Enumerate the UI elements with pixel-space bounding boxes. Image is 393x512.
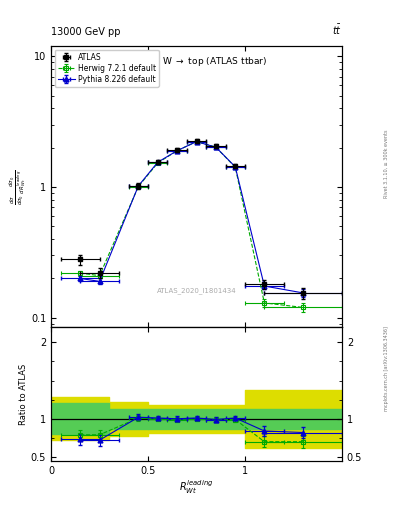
Text: 13000 GeV pp: 13000 GeV pp (51, 27, 121, 37)
Text: mcplots.cern.ch [arXiv:1306.3436]: mcplots.cern.ch [arXiv:1306.3436] (384, 326, 389, 411)
Text: Rivet 3.1.10, ≥ 300k events: Rivet 3.1.10, ≥ 300k events (384, 130, 389, 198)
Text: ATLAS_2020_I1801434: ATLAS_2020_I1801434 (157, 287, 236, 294)
X-axis label: $R_{Wt}^{leading}$: $R_{Wt}^{leading}$ (179, 478, 214, 496)
Legend: ATLAS, Herwig 7.2.1 default, Pythia 8.226 default: ATLAS, Herwig 7.2.1 default, Pythia 8.22… (55, 50, 159, 87)
Text: $t\bar{t}$: $t\bar{t}$ (332, 23, 342, 37)
Y-axis label: Ratio to ATLAS: Ratio to ATLAS (19, 364, 28, 424)
Y-axis label: $\frac{d\sigma}{d\sigma_0}\,\frac{d\sigma_0}{d\,R_{Wt}^{leading}}$: $\frac{d\sigma}{d\sigma_0}\,\frac{d\sigm… (7, 168, 28, 204)
Text: $p_T$ ratio W $\rightarrow$ top (ATLAS ttbar): $p_T$ ratio W $\rightarrow$ top (ATLAS t… (126, 54, 267, 68)
